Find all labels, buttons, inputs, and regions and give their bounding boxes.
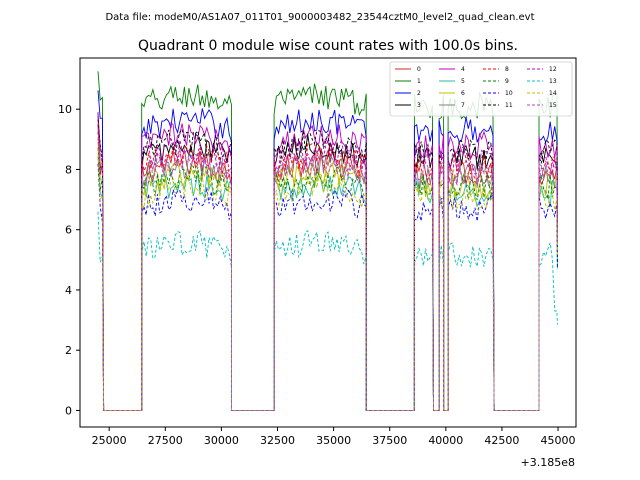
legend-label: 10	[505, 90, 513, 97]
x-tick-label: 27500	[148, 434, 183, 447]
legend-label: 7	[461, 102, 465, 109]
legend-label: 11	[505, 102, 513, 109]
x-tick-label: 40000	[428, 434, 463, 447]
series-line-11	[97, 119, 558, 411]
chart-title: Quadrant 0 module wise count rates with …	[138, 38, 518, 54]
legend-label: 2	[417, 90, 421, 97]
y-tick-label: 6	[65, 224, 72, 237]
plot-frame	[79, 57, 577, 428]
series-line-2	[97, 90, 558, 411]
legend-label: 1	[417, 78, 421, 85]
legend-label: 14	[549, 90, 557, 97]
legend-label: 5	[461, 78, 465, 85]
legend-label: 3	[417, 102, 421, 109]
y-axis: 0 2 4 6 8 10	[58, 103, 80, 417]
plot-lines	[97, 71, 558, 411]
legend-label: 15	[549, 102, 557, 109]
series-line-13	[97, 211, 558, 411]
legend-label: 12	[549, 66, 557, 73]
series-line-4	[97, 113, 558, 411]
y-tick-label: 4	[65, 284, 72, 297]
y-tick-label: 0	[65, 404, 72, 417]
y-tick-label: 10	[58, 103, 72, 116]
legend-label: 4	[461, 66, 465, 73]
x-tick-label: 25000	[92, 434, 127, 447]
x-tick-label: 35000	[316, 434, 351, 447]
x-tick-label: 42500	[484, 434, 519, 447]
legend-frame	[389, 61, 573, 117]
legend-label: 8	[505, 66, 509, 73]
series-line-8	[97, 131, 558, 411]
series-line-10	[97, 163, 558, 411]
legend-label: 0	[417, 66, 421, 73]
x-tick-label: 30000	[204, 434, 239, 447]
series-line-1	[97, 71, 558, 411]
series-line-9	[97, 147, 558, 411]
series-line-15	[97, 138, 558, 411]
x-offset-label: +3.185e8	[521, 456, 575, 469]
legend-label: 6	[461, 90, 465, 97]
chart-suptitle: Data file: modeM0/AS1A07_011T01_90000034…	[105, 12, 534, 23]
x-tick-label: 45000	[541, 434, 576, 447]
y-tick-label: 2	[65, 344, 72, 357]
x-tick-label: 32500	[260, 434, 295, 447]
legend-label: 13	[549, 78, 557, 85]
series-line-12	[97, 123, 558, 411]
legend-label: 9	[505, 78, 509, 85]
x-axis: 25000 27500 30000 32500 35000 37500 40000 42500…	[92, 427, 576, 447]
x-tick-label: 37500	[372, 434, 407, 447]
y-tick-label: 8	[65, 163, 72, 176]
series-line-0	[97, 124, 558, 411]
